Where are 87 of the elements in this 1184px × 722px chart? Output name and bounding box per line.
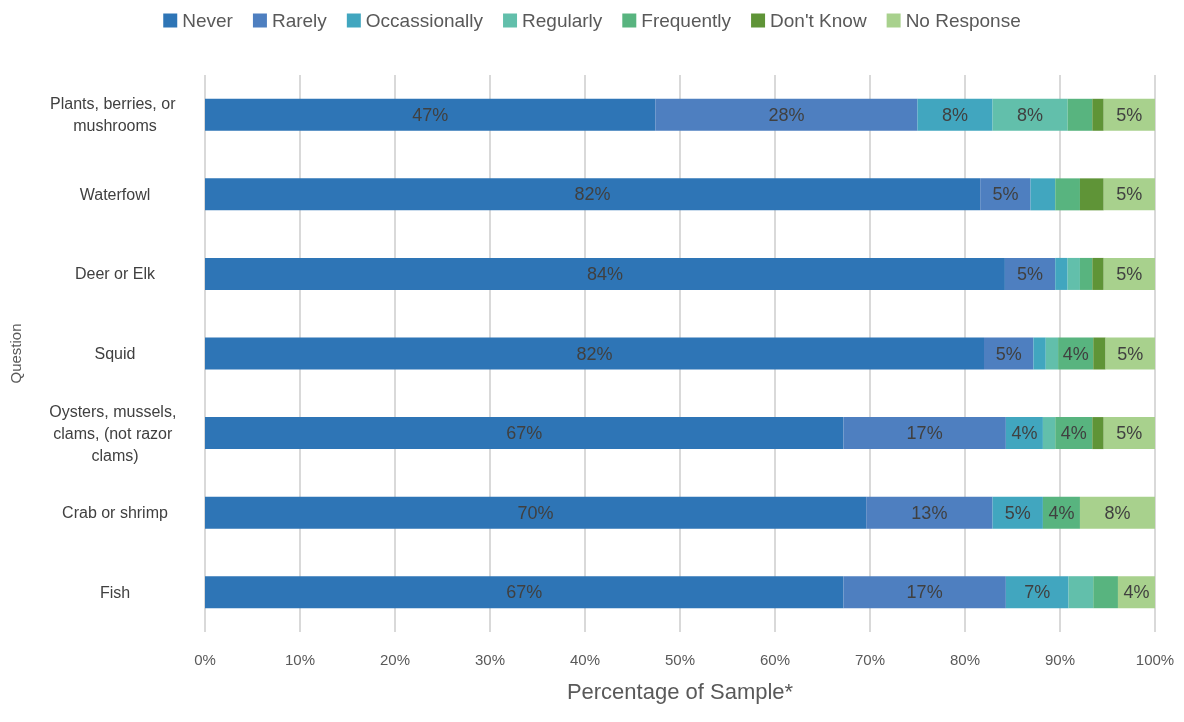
- legend-label: Rarely: [271, 10, 328, 31]
- bar: [1079, 257, 1093, 290]
- x-axis-title: Percentage of Sample*: [566, 678, 794, 704]
- bar: [205, 257, 1005, 290]
- data-label: 67%: [506, 423, 543, 444]
- x-tick-label: 20%: [379, 651, 411, 668]
- bar: [1005, 576, 1069, 609]
- y-axis-title: Question: [7, 323, 24, 384]
- bar: [843, 417, 1006, 450]
- data-label: 5%: [1004, 502, 1031, 523]
- legend-label: Never: [182, 10, 234, 31]
- bar: [1079, 178, 1104, 211]
- bar: [917, 98, 993, 131]
- bar: [1030, 178, 1056, 211]
- data-label: 5%: [995, 343, 1022, 364]
- bar: [1067, 98, 1093, 131]
- data-label: 5%: [992, 184, 1019, 205]
- data-label: 4%: [1123, 582, 1150, 603]
- legend-label: Occassionally: [365, 10, 484, 31]
- bar: [1068, 576, 1094, 609]
- data-label: 8%: [1104, 502, 1131, 523]
- data-label: 17%: [906, 582, 943, 603]
- x-tick-label: 50%: [664, 651, 696, 668]
- data-label: 17%: [906, 423, 943, 444]
- bar: [1055, 178, 1080, 211]
- data-label: 5%: [1116, 184, 1143, 205]
- x-tick-label: 70%: [854, 651, 886, 668]
- bar: [205, 337, 984, 370]
- data-label: 8%: [942, 104, 969, 125]
- legend-label: Frequently: [641, 10, 732, 31]
- bar: [205, 496, 867, 529]
- bar: [1045, 337, 1059, 370]
- x-tick-label: 10%: [284, 651, 316, 668]
- x-tick-label: 30%: [474, 651, 506, 668]
- y-tick-label: Deer or Elk: [74, 265, 157, 283]
- y-tick-label: Fish: [99, 583, 131, 601]
- data-label: 84%: [586, 263, 623, 284]
- bar: [1093, 576, 1118, 609]
- x-tick-label: 0%: [194, 651, 216, 668]
- bar: [843, 576, 1006, 609]
- y-tick-label: Plants, berries, or mushrooms: [50, 95, 180, 135]
- bar: [205, 417, 844, 450]
- data-label: 13%: [911, 502, 948, 523]
- bar: [1093, 337, 1106, 370]
- bar: [1067, 257, 1080, 290]
- data-label: 5%: [1017, 263, 1044, 284]
- data-label: 4%: [1060, 423, 1087, 444]
- data-label: 67%: [506, 582, 543, 603]
- legend-label: No Response: [905, 10, 1021, 31]
- x-tick-label: 90%: [1044, 651, 1076, 668]
- bar: [1092, 98, 1104, 131]
- bar: [1042, 417, 1056, 450]
- y-tick-label: Oysters, mussels, clams, (not razor clams): [49, 402, 181, 464]
- bar: [866, 496, 993, 529]
- data-label: 70%: [517, 502, 554, 523]
- bar: [1092, 417, 1104, 450]
- y-tick-label: Squid: [94, 345, 136, 362]
- bar: [205, 98, 656, 131]
- data-label: 82%: [574, 184, 611, 205]
- data-label: 4%: [1048, 502, 1075, 523]
- y-tick-label: Waterfowl: [79, 185, 151, 203]
- data-label: 47%: [412, 104, 449, 125]
- x-tick-label: 60%: [759, 651, 791, 668]
- data-label: 5%: [1116, 263, 1143, 284]
- bar: [655, 98, 918, 131]
- y-tick-label: Crab or shrimp: [62, 504, 168, 522]
- bar: [992, 98, 1068, 131]
- x-tick-label: 40%: [569, 651, 601, 668]
- x-tick-label: 80%: [949, 651, 981, 668]
- data-label: 4%: [1062, 343, 1089, 364]
- data-label: 28%: [768, 104, 805, 125]
- data-label: 4%: [1011, 423, 1038, 444]
- legend-label: Don't Know: [770, 10, 867, 31]
- legend-label: Regularly: [522, 10, 603, 31]
- bar: [205, 178, 981, 211]
- data-label: 5%: [1116, 104, 1143, 125]
- x-tick-label: 100%: [1135, 651, 1175, 668]
- data-label: 5%: [1116, 423, 1143, 444]
- data-label: 82%: [576, 343, 613, 364]
- bar: [1055, 257, 1068, 290]
- data-label: 8%: [1017, 104, 1044, 125]
- bar: [1079, 496, 1155, 529]
- bar: [205, 576, 844, 609]
- data-label: 7%: [1024, 582, 1051, 603]
- bar: [1033, 337, 1046, 370]
- bar: [1092, 257, 1104, 290]
- data-label: 5%: [1117, 343, 1144, 364]
